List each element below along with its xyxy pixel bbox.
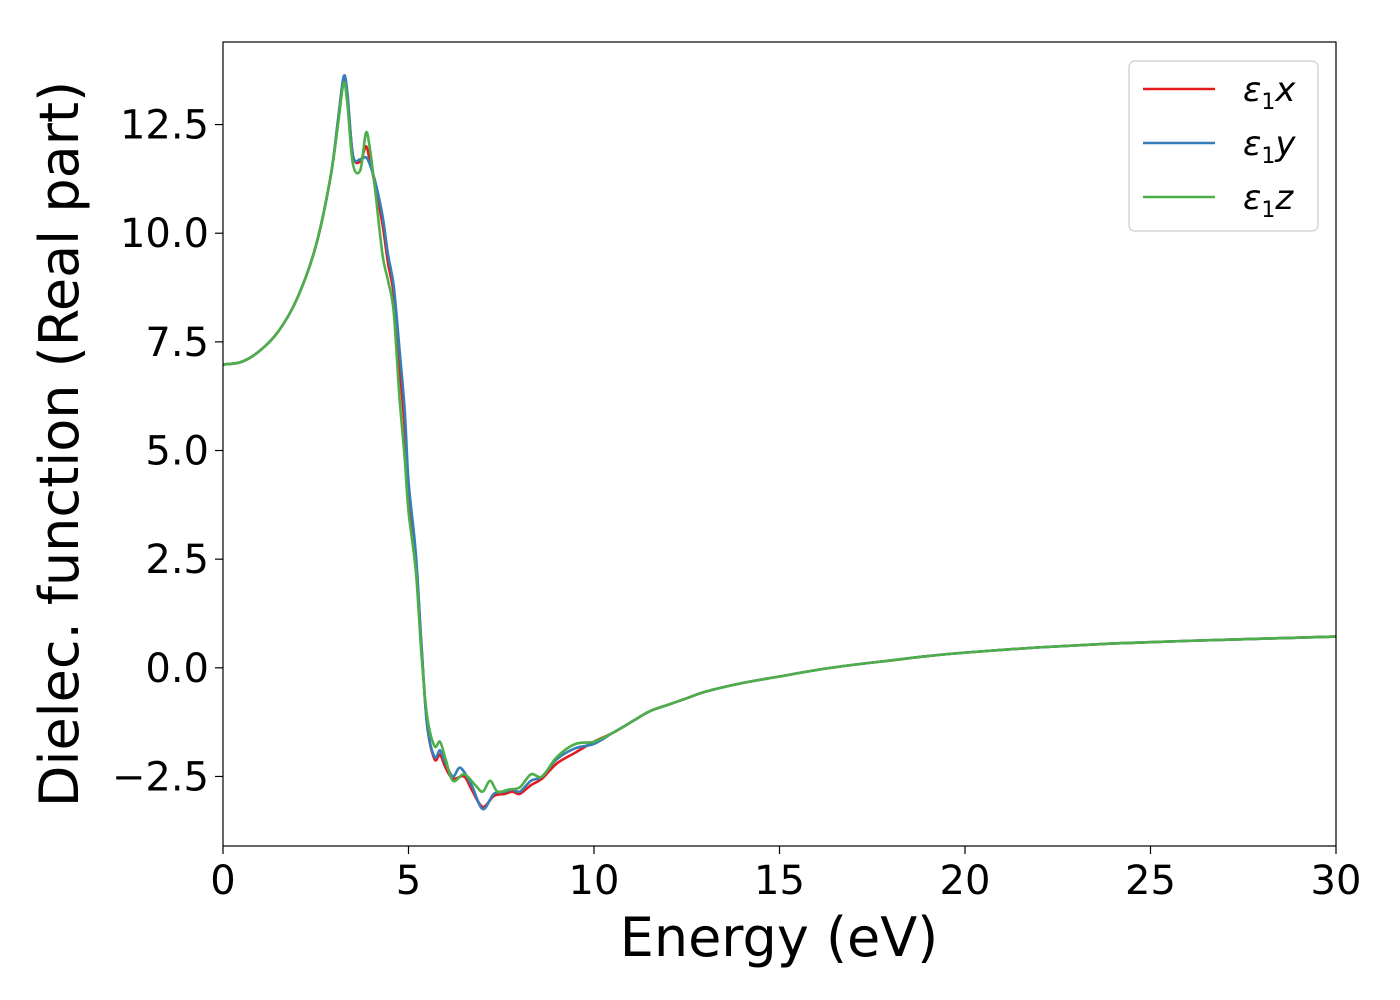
y-tick-label: 2.5 — [145, 537, 209, 583]
y-tick-label: 0.0 — [145, 646, 209, 692]
legend-items: ε1x ε1y ε1z — [1143, 70, 1296, 223]
x-axis-ticks: 0 5 10 15 20 25 30 — [210, 846, 1361, 904]
y-axis-title: Dielec. function (Real part) — [28, 81, 91, 807]
x-axis-title: Energy (eV) — [620, 906, 939, 969]
y-tick-label: −2.5 — [112, 754, 209, 800]
legend-frame — [1128, 60, 1319, 232]
x-tick-label: 0 — [210, 858, 235, 904]
x-tick-label: 5 — [396, 858, 421, 904]
legend-label-x: ε1x — [1243, 70, 1296, 115]
series-line-z — [222, 81, 1337, 794]
x-tick-label: 30 — [1311, 858, 1362, 904]
y-tick-label: 7.5 — [145, 320, 209, 366]
y-axis-ticks: −2.5 0.0 2.5 5.0 7.5 10.0 12.5 — [112, 103, 223, 800]
y-tick-label: 5.0 — [145, 429, 209, 475]
legend-label-y: ε1y — [1243, 124, 1296, 169]
x-tick-label: 25 — [1125, 858, 1176, 904]
legend-label-z: ε1z — [1243, 178, 1294, 223]
x-tick-label: 10 — [569, 858, 620, 904]
series-layer — [222, 74, 1337, 811]
legend: ε1x ε1y ε1z — [1128, 60, 1319, 232]
x-tick-label: 20 — [940, 858, 991, 904]
y-tick-label: 12.5 — [120, 103, 209, 149]
y-tick-label: 10.0 — [120, 211, 209, 257]
x-tick-label: 15 — [754, 858, 805, 904]
